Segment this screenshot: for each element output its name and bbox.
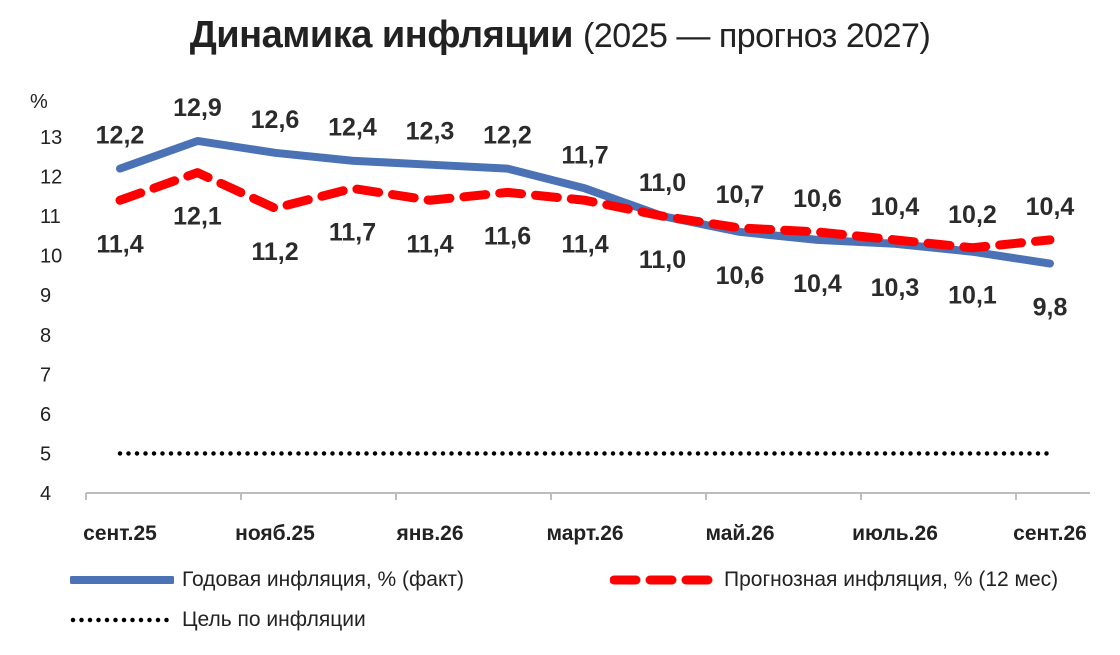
data-label-forecast: 10,7 xyxy=(716,181,765,209)
y-tick-label: 6 xyxy=(40,404,51,426)
chart-title-main: Динамика инфляции xyxy=(189,14,574,56)
legend-label-forecast: Прогнозная инфляция, % (12 мес) xyxy=(724,568,1059,591)
data-label-forecast: 10,4 xyxy=(871,193,920,221)
data-label-forecast: 11,0 xyxy=(639,169,686,197)
data-label-fact: 12,6 xyxy=(251,106,300,134)
data-label-fact: 12,4 xyxy=(328,114,377,142)
data-label-fact: 10,1 xyxy=(948,282,997,310)
data-label-fact: 12,9 xyxy=(173,94,222,122)
x-tick-label: янв.26 xyxy=(395,522,463,545)
chart-title: Динамика инфляции (2025 — прогноз 2027) xyxy=(0,14,1120,57)
legend-item-forecast: Прогнозная инфляция, % (12 мес) xyxy=(610,568,1058,592)
y-tick-label: 13 xyxy=(40,127,62,149)
y-tick-label: 7 xyxy=(40,364,51,386)
data-label-forecast: 10,2 xyxy=(948,201,997,229)
data-label-forecast: 10,4 xyxy=(1026,193,1075,221)
data-label-fact: 10,6 xyxy=(716,262,765,290)
data-label-fact: 10,3 xyxy=(871,274,920,302)
legend-label-fact: Годовая инфляция, % (факт) xyxy=(182,568,464,591)
y-tick-label: 12 xyxy=(40,167,62,189)
data-label-forecast: 11,4 xyxy=(406,230,453,258)
y-tick-label: 10 xyxy=(40,246,62,268)
data-label-fact: 12,3 xyxy=(406,118,455,146)
x-tick-label: нояб.25 xyxy=(235,522,315,545)
data-label-fact: 10,4 xyxy=(793,270,842,298)
data-label-fact: 9,8 xyxy=(1033,294,1068,322)
x-tick-label: март.26 xyxy=(546,522,623,545)
x-tick-label: сент.25 xyxy=(83,522,157,545)
y-tick-label: 4 xyxy=(40,483,51,505)
data-label-forecast: 11,6 xyxy=(484,222,531,250)
x-tick-label: июль.26 xyxy=(852,522,938,545)
data-label-fact: 11,7 xyxy=(561,141,608,169)
legend-item-fact: Годовая инфляция, % (факт) xyxy=(70,568,464,592)
data-label-forecast: 11,4 xyxy=(96,230,143,258)
series-line-forecast xyxy=(115,168,1055,253)
legend-swatch-dashed xyxy=(610,575,716,585)
y-tick-label: 9 xyxy=(40,285,51,307)
x-tick-label: май.26 xyxy=(705,522,774,545)
data-label-forecast: 12,1 xyxy=(173,203,222,231)
legend-swatch-solid xyxy=(70,576,174,584)
x-tick-label: сент.26 xyxy=(1013,522,1087,545)
data-label-fact: 11,0 xyxy=(639,246,686,274)
data-label-forecast: 11,2 xyxy=(251,238,298,266)
y-axis-unit-label: % xyxy=(30,91,48,113)
y-tick-label: 5 xyxy=(40,443,51,465)
data-label-forecast: 10,6 xyxy=(793,185,842,213)
legend-label-target: Цель по инфляции xyxy=(182,608,366,631)
y-tick-label: 8 xyxy=(40,325,51,347)
data-label-forecast: 11,4 xyxy=(561,230,608,258)
data-label-fact: 12,2 xyxy=(96,122,145,150)
chart-title-sub: (2025 — прогноз 2027) xyxy=(583,17,931,55)
data-label-fact: 12,2 xyxy=(483,122,532,150)
y-tick-label: 11 xyxy=(40,206,61,228)
legend-item-target: Цель по инфляции xyxy=(70,608,366,632)
data-label-forecast: 11,7 xyxy=(329,218,376,246)
legend-swatch-dotted xyxy=(70,617,174,623)
